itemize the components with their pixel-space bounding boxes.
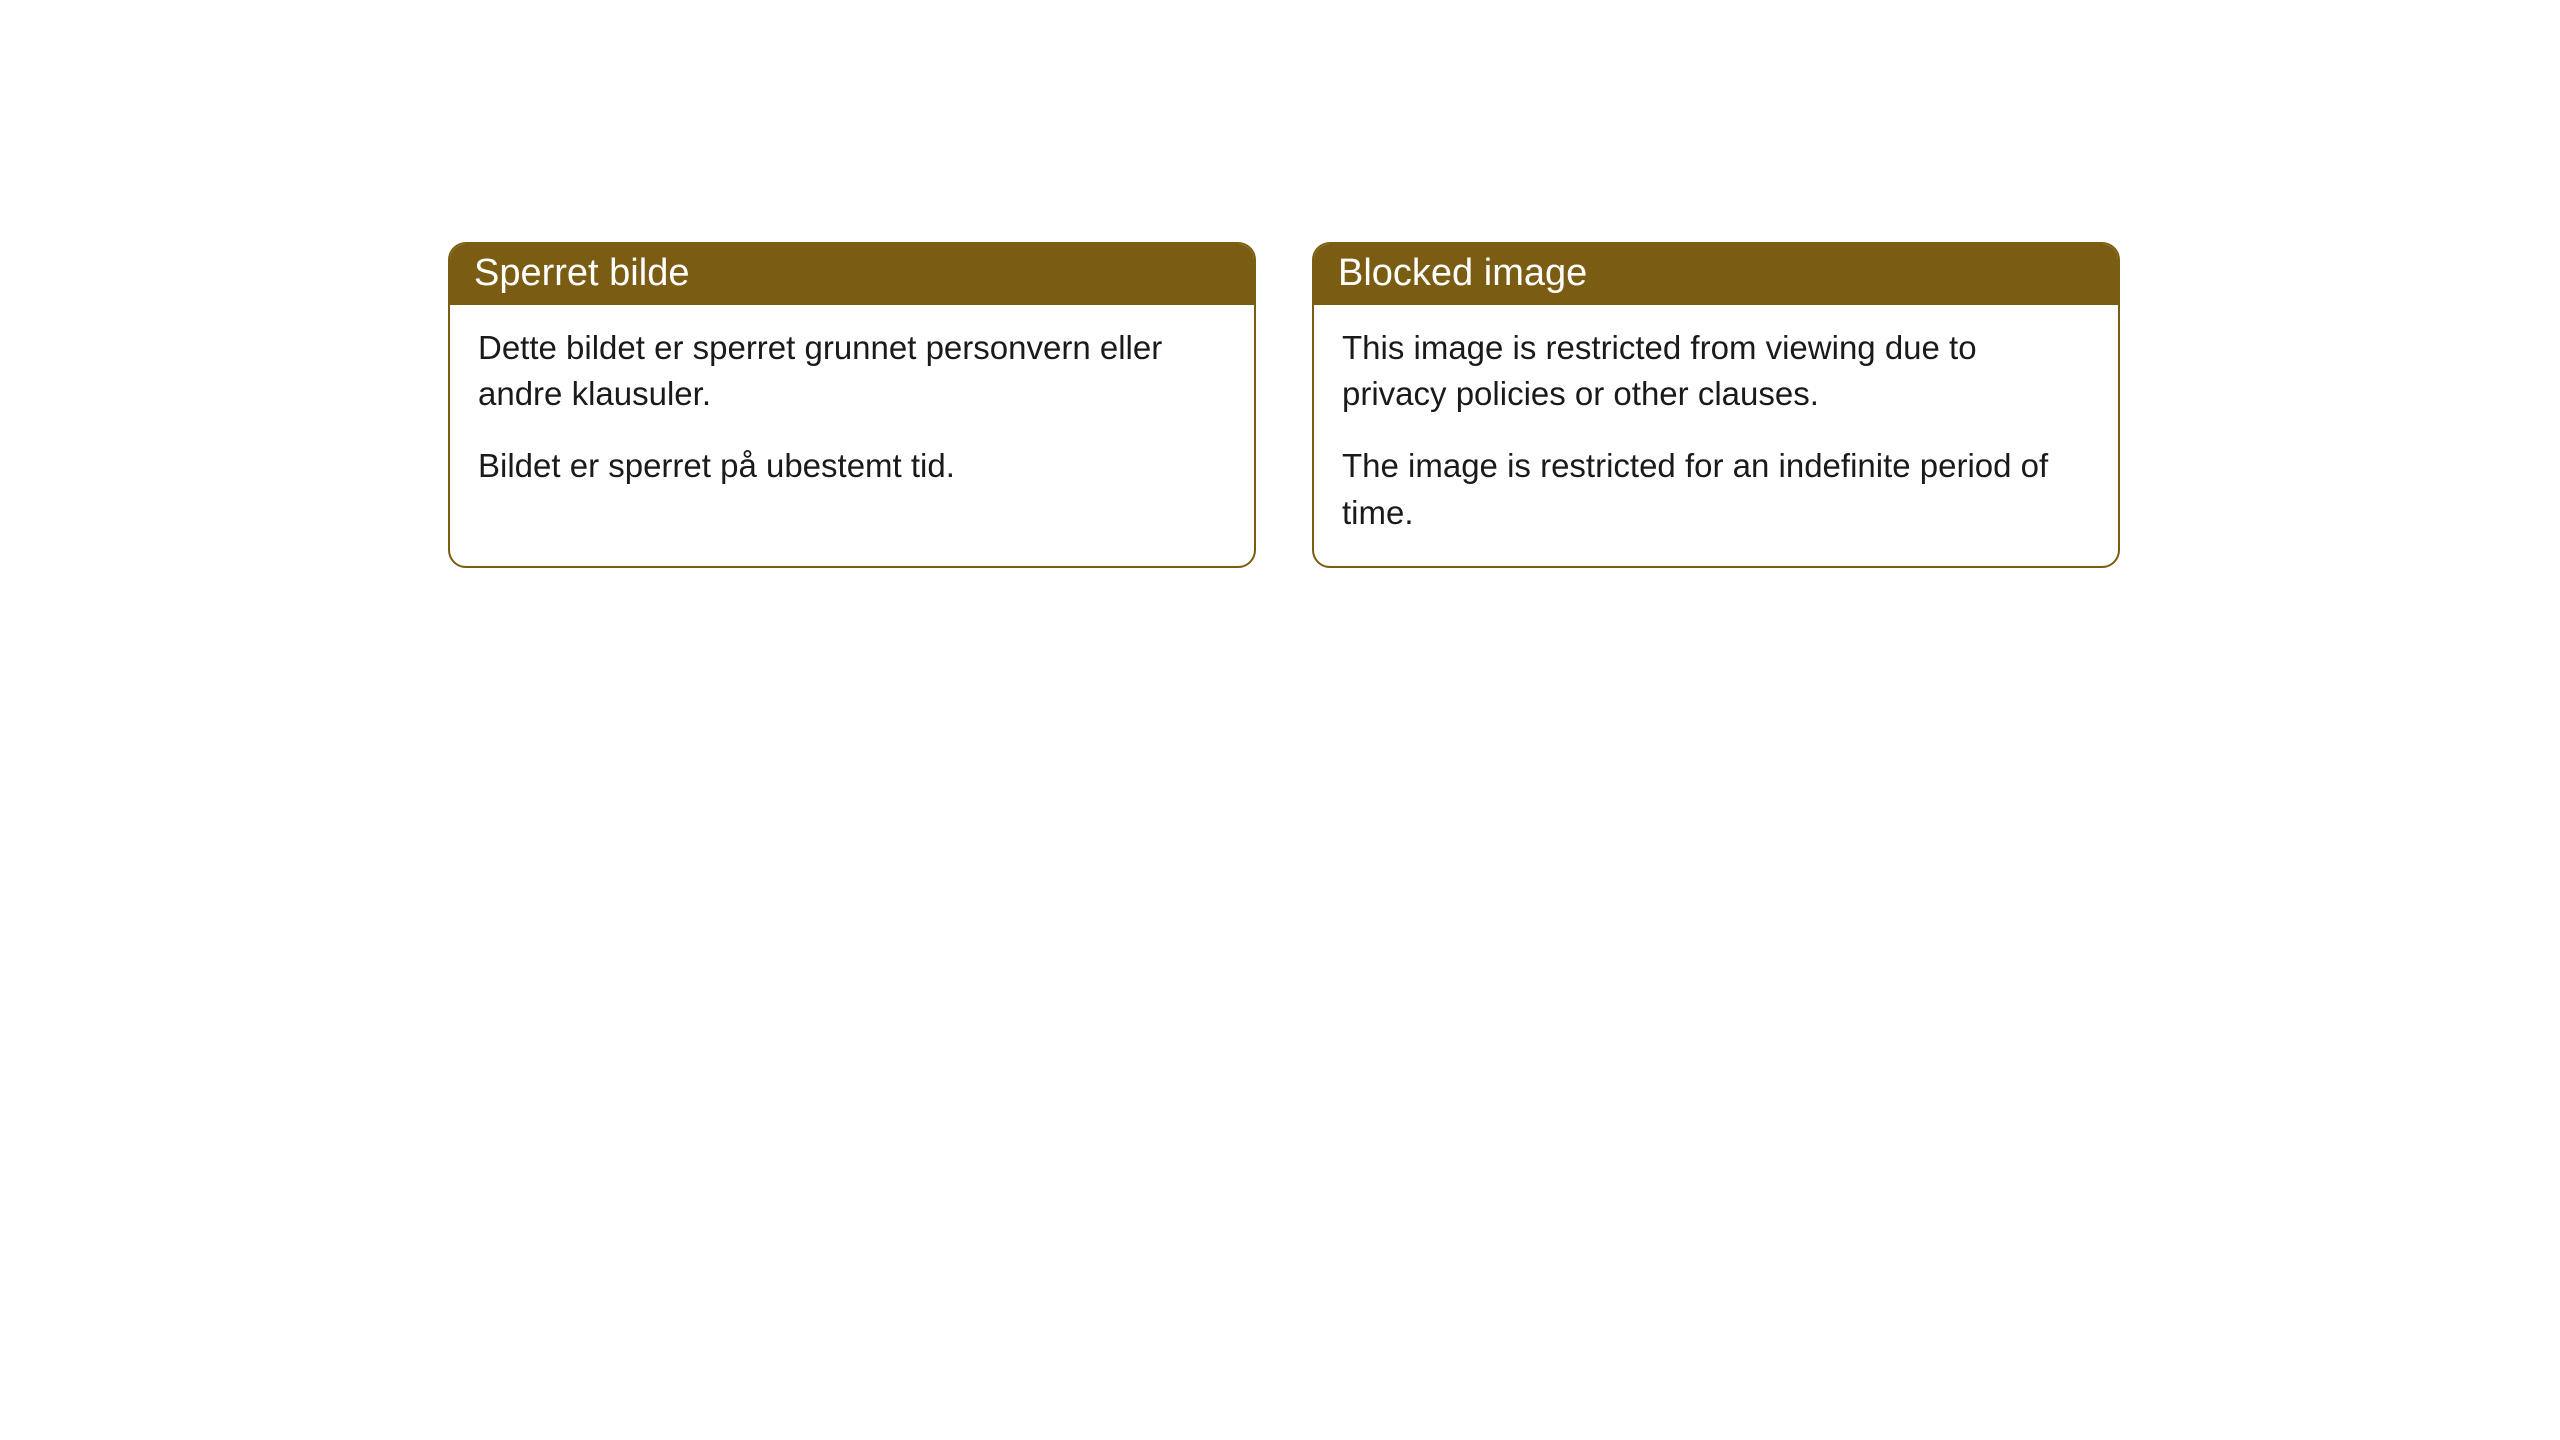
notice-text-2: Bildet er sperret på ubestemt tid. bbox=[478, 443, 1226, 489]
notice-container: Sperret bilde Dette bildet er sperret gr… bbox=[0, 0, 2560, 568]
card-body-norwegian: Dette bildet er sperret grunnet personve… bbox=[450, 305, 1254, 520]
blocked-image-card-english: Blocked image This image is restricted f… bbox=[1312, 242, 2120, 568]
notice-text-2: The image is restricted for an indefinit… bbox=[1342, 443, 2090, 535]
card-body-english: This image is restricted from viewing du… bbox=[1314, 305, 2118, 566]
card-header-english: Blocked image bbox=[1314, 244, 2118, 305]
blocked-image-card-norwegian: Sperret bilde Dette bildet er sperret gr… bbox=[448, 242, 1256, 568]
notice-text-1: Dette bildet er sperret grunnet personve… bbox=[478, 325, 1226, 417]
notice-text-1: This image is restricted from viewing du… bbox=[1342, 325, 2090, 417]
card-title: Blocked image bbox=[1338, 252, 1587, 294]
card-title: Sperret bilde bbox=[474, 252, 689, 294]
card-header-norwegian: Sperret bilde bbox=[450, 244, 1254, 305]
